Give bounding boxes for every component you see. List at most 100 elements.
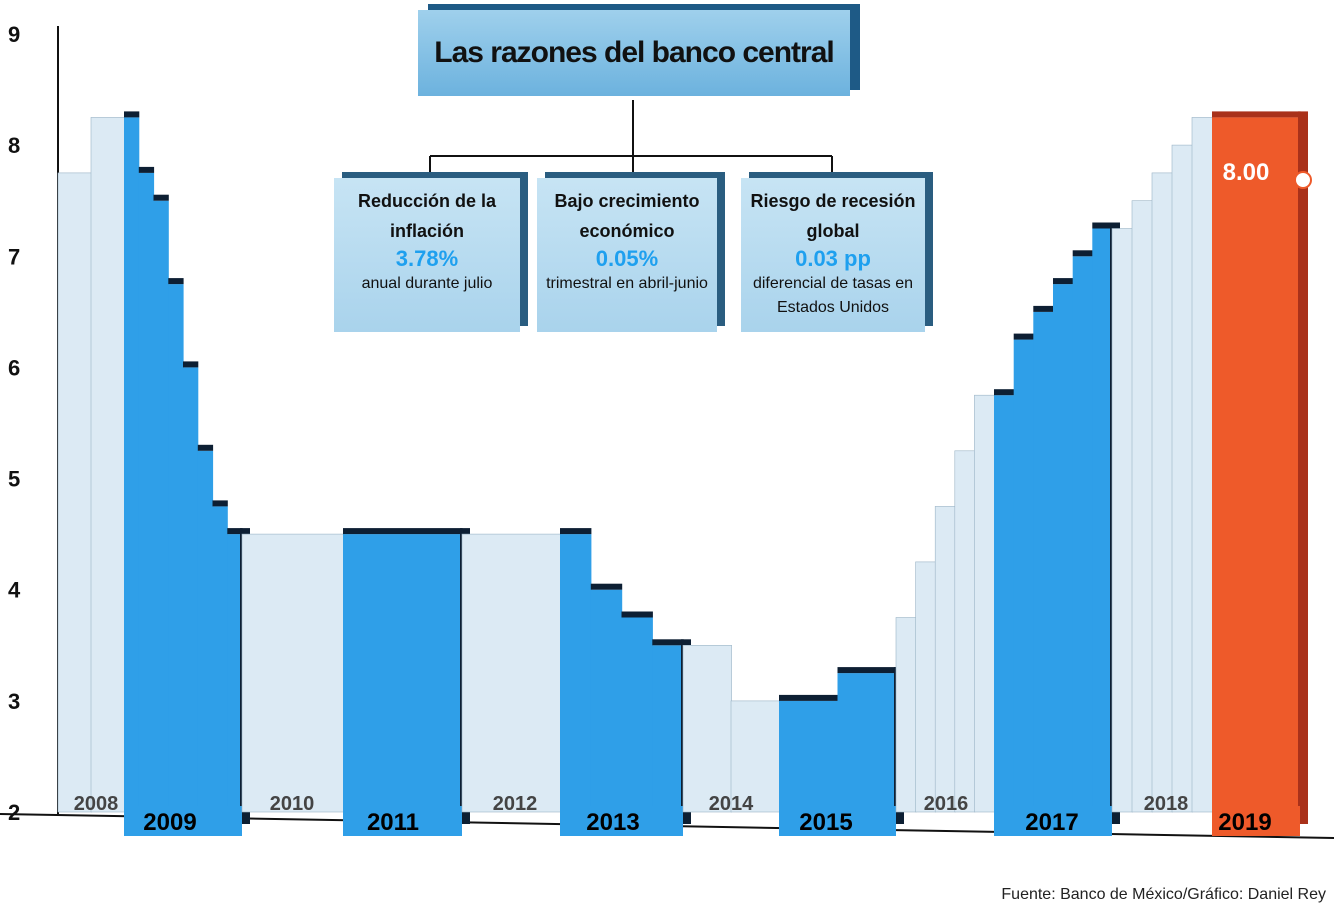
bar-step-top bbox=[1092, 222, 1113, 229]
bar-step-top bbox=[197, 444, 214, 451]
year-group-2013: 2013 bbox=[560, 528, 691, 836]
reason-card-inflation: Reducción de la inflación 3.78% anual du… bbox=[334, 178, 520, 332]
reason-title-growth: Bajo crecimiento económico bbox=[554, 191, 700, 241]
bar-plinth bbox=[560, 806, 683, 836]
bar-step bbox=[1072, 256, 1093, 812]
highlight-marker bbox=[1294, 171, 1312, 189]
year-group-2016: 2016 bbox=[895, 394, 995, 815]
y-tick-label: 3 bbox=[8, 689, 20, 714]
bar-step-top bbox=[1013, 333, 1034, 340]
year-group-2017: 2017 bbox=[994, 222, 1120, 836]
bar-step bbox=[1013, 339, 1034, 812]
bar-step bbox=[934, 506, 956, 813]
bar-step bbox=[974, 394, 995, 813]
bar-step-top bbox=[227, 528, 243, 535]
bar-step-top bbox=[1212, 111, 1301, 118]
bar-step bbox=[1212, 117, 1301, 812]
bar-step bbox=[994, 395, 1015, 812]
bar-step-top bbox=[590, 583, 623, 590]
bar-step bbox=[57, 172, 92, 813]
bar-step-top bbox=[837, 667, 897, 674]
year-label-2011: 2011 bbox=[367, 809, 419, 836]
year-group-2009: 2009 bbox=[124, 111, 250, 836]
highlight-value-label: 8.00 bbox=[1223, 159, 1270, 186]
bar-step bbox=[1033, 311, 1054, 812]
bar-plinth bbox=[343, 806, 462, 836]
reason-value-inflation: 3.78% bbox=[395, 246, 459, 271]
bar-plinth bbox=[779, 806, 896, 836]
year-group-2015: 2015 bbox=[779, 667, 904, 836]
bar-step bbox=[168, 284, 184, 813]
y-tick-label: 4 bbox=[8, 578, 21, 603]
year-label-2008: 2008 bbox=[74, 793, 119, 815]
year-group-2014: 2014 bbox=[682, 644, 780, 815]
year-label-2013: 2013 bbox=[586, 809, 639, 836]
year-label-2017: 2017 bbox=[1025, 809, 1078, 836]
bar-step bbox=[1151, 172, 1173, 813]
bar-step bbox=[915, 561, 937, 813]
bar-step bbox=[652, 645, 684, 812]
bar-step bbox=[1131, 200, 1153, 813]
bar-step-top bbox=[183, 361, 199, 368]
bar-step bbox=[153, 200, 169, 812]
bar-plinth bbox=[994, 806, 1112, 836]
year-group-2012: 2012 bbox=[461, 533, 561, 815]
reason-value-growth: 0.05% bbox=[595, 246, 659, 271]
bar-step bbox=[682, 644, 732, 813]
bar-step bbox=[138, 172, 155, 812]
bar-step bbox=[241, 533, 344, 813]
bar-step bbox=[183, 367, 199, 812]
bar-plinth bbox=[1212, 806, 1300, 836]
year-group-2011: 2011 bbox=[343, 528, 470, 836]
y-tick-label: 9 bbox=[8, 22, 20, 47]
y-tick-label: 8 bbox=[8, 133, 20, 158]
year-group-2008: 2008 bbox=[57, 117, 125, 815]
y-tick-label: 5 bbox=[8, 467, 20, 492]
year-label-2012: 2012 bbox=[493, 793, 538, 815]
bar-step-top bbox=[1072, 250, 1093, 257]
bar-step bbox=[227, 534, 243, 812]
bar-step bbox=[197, 450, 214, 812]
bar-step bbox=[895, 617, 917, 813]
source-credit: Fuente: Banco de México/Gráfico: Daniel … bbox=[1001, 886, 1326, 903]
chart-title: Las razones del banco central bbox=[434, 36, 834, 69]
reason-card-growth: Bajo crecimiento económico 0.05% trimest… bbox=[537, 178, 717, 332]
reason-value-recession: 0.03 pp bbox=[795, 246, 871, 271]
bar-step-top bbox=[994, 389, 1015, 396]
bar-step-top bbox=[1053, 278, 1074, 285]
bar-step bbox=[343, 534, 463, 812]
bar-plinth bbox=[124, 806, 242, 836]
year-label-2014: 2014 bbox=[709, 793, 754, 815]
bar-step-top bbox=[138, 166, 155, 173]
reason-title-recession: Riesgo de recesión global bbox=[750, 191, 916, 241]
bar-step-top bbox=[153, 194, 169, 201]
bar-step bbox=[212, 506, 228, 812]
reason-title-inflation: Reducción de la inflación bbox=[357, 191, 497, 241]
year-label-2018: 2018 bbox=[1144, 793, 1189, 815]
year-group-2018: 2018 bbox=[1111, 117, 1213, 815]
reason-desc-recession: diferencial de tasas en Estados Unidos bbox=[752, 275, 914, 316]
chart-title-box: Las razones del banco central bbox=[418, 10, 850, 96]
year-group-2019: 2019 bbox=[1212, 111, 1308, 836]
bar-step-top bbox=[621, 611, 653, 618]
year-label-2015: 2015 bbox=[799, 809, 852, 836]
bar-step bbox=[779, 700, 839, 812]
reason-desc-inflation: anual durante julio bbox=[361, 275, 493, 292]
reason-desc-growth: trimestral en abril-junio bbox=[546, 275, 708, 292]
bar-step bbox=[124, 117, 140, 812]
y-tick-label: 6 bbox=[8, 355, 20, 380]
bar-step bbox=[621, 617, 653, 812]
bar-side bbox=[1298, 111, 1308, 824]
year-label-2019: 2019 bbox=[1218, 809, 1271, 836]
bar-step bbox=[590, 589, 623, 812]
year-label-2016: 2016 bbox=[924, 793, 969, 815]
bar-step bbox=[1092, 228, 1113, 812]
bar-step bbox=[1053, 284, 1074, 813]
year-group-2010: 2010 bbox=[241, 533, 344, 815]
bar-step bbox=[1191, 117, 1213, 813]
bar-step bbox=[1111, 228, 1133, 813]
bar-step-top bbox=[779, 694, 839, 701]
bar-step bbox=[1171, 144, 1193, 813]
bar-step bbox=[837, 673, 897, 812]
